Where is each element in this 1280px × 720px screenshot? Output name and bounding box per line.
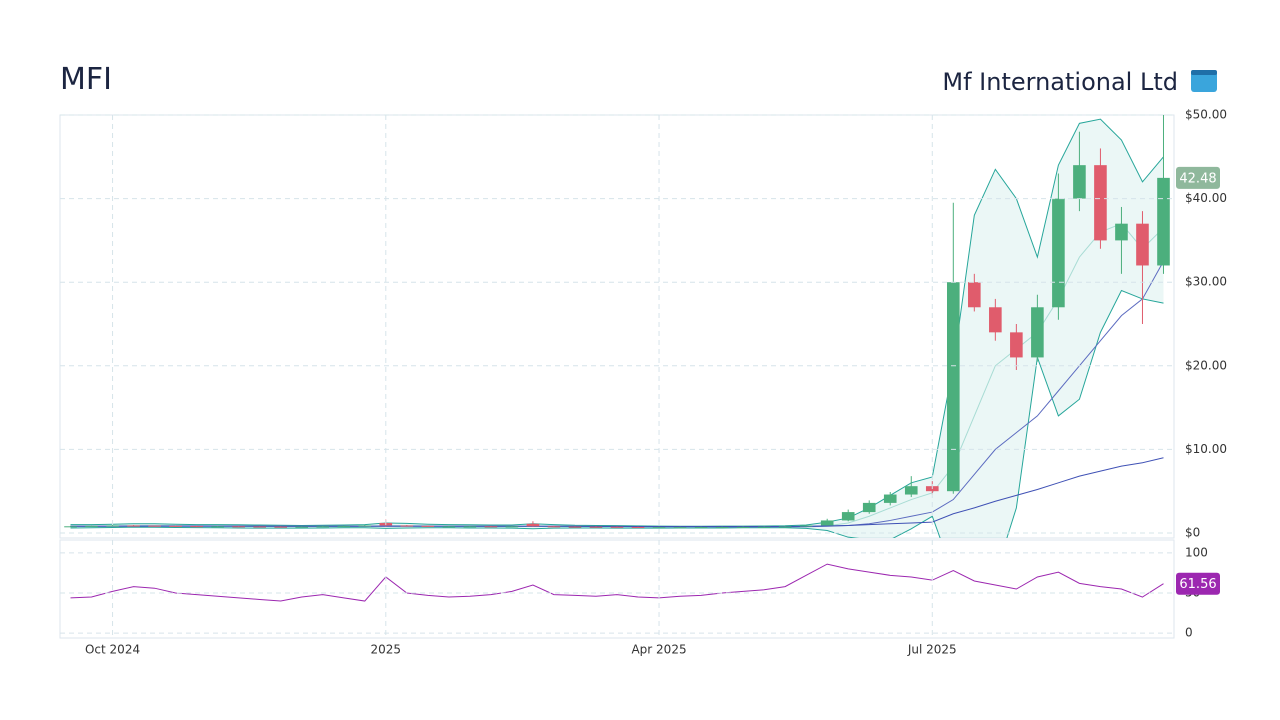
candle-body [526,523,540,527]
candle-body [148,525,161,527]
candle-body [568,526,582,528]
candle-body [484,526,498,528]
candle-body [736,526,750,528]
candle-body [1136,223,1149,266]
plot-area [70,563,1164,602]
candle-body [715,526,729,528]
candle-body [946,282,960,492]
y-tick-label: $0 [1185,525,1200,539]
candle-body [190,526,203,528]
candle-body [862,502,876,513]
candle-body [1094,165,1107,241]
y-tick-label: $40.00 [1185,191,1227,205]
candle-body [841,512,855,521]
band-fill [70,119,1164,538]
candle-body [421,525,435,527]
candle-body [968,282,981,308]
candle-body [610,526,624,528]
candle-body [463,526,477,528]
candle-body [1157,177,1170,266]
indicator-line [70,289,1164,538]
candle-body [883,494,897,503]
candle-body [1073,165,1086,199]
candle-body [652,527,666,529]
candle-body [295,526,309,528]
candle-body [1052,198,1065,308]
y-tick-label: 0 [1185,626,1193,640]
app-icon [1191,70,1217,92]
candle-body [64,526,77,528]
y-tick-label: $30.00 [1185,275,1227,289]
candle-body [589,526,603,528]
rsi-line [70,563,1164,602]
candle-body [169,525,182,527]
indicator-line [70,118,1164,527]
candle-body [757,526,771,528]
candle-body [337,526,351,528]
candle-body [1115,223,1128,241]
rsi-badge [1176,572,1220,595]
price-badge [1176,166,1220,189]
candle-body [85,525,98,527]
candle-body [989,307,1002,333]
candle-body [211,526,224,528]
candle-body [106,525,119,527]
candle-body [442,526,456,528]
rsi-badge-label: 61.56 [1179,577,1216,592]
x-tick-label: Jul 2025 [907,643,957,657]
x-tick-label: Oct 2024 [85,643,140,657]
y-tick-label: 100 [1185,545,1208,559]
candle-body [358,525,372,527]
candle-body [820,520,834,526]
candle-body [253,526,266,528]
candle-body [547,526,561,528]
candle-body [274,526,288,528]
y-tick-label: $10.00 [1185,442,1227,456]
candle-body [232,526,245,528]
ticker: MFI [60,62,112,97]
x-tick-label: Apr 2025 [631,643,686,657]
candle-body [400,525,414,527]
candle-body [1010,332,1023,358]
y-tick-label: $50.00 [1185,108,1227,122]
price-badge-label: 42.48 [1179,171,1216,186]
candle-body [778,526,792,528]
company-name: Mf International Ltd [942,68,1178,96]
candle-body [316,526,330,528]
indicator-line [70,457,1164,528]
rsi-panel [59,539,1175,639]
candle-body [904,486,918,495]
candle-body [631,526,645,528]
candle-body [1031,307,1044,358]
candle-body [673,527,687,529]
y-tick-label: $20.00 [1185,358,1227,372]
candle-body [799,525,813,527]
x-tick-label: 2025 [371,643,402,657]
candle-body [505,526,519,528]
candle-body [694,526,708,528]
candle-body [127,525,140,527]
price-panel [59,114,1175,539]
plot-area [64,115,1170,538]
